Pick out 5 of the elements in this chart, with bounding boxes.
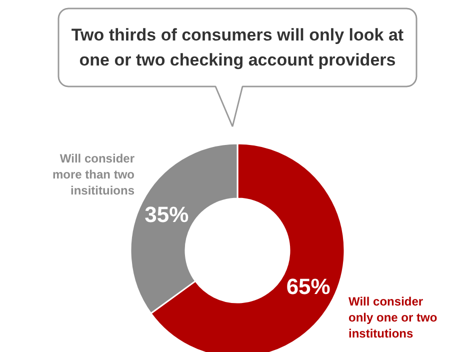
chart-title: Two thirds of consumers will only look at one or two checking account providers	[71, 26, 404, 70]
data-label: 35%	[144, 202, 189, 227]
slice-label: Will consider more than two insitituions	[52, 151, 135, 198]
slice-label: Will consider only one or two institutions	[348, 294, 438, 341]
data-label: 65%	[286, 274, 330, 300]
